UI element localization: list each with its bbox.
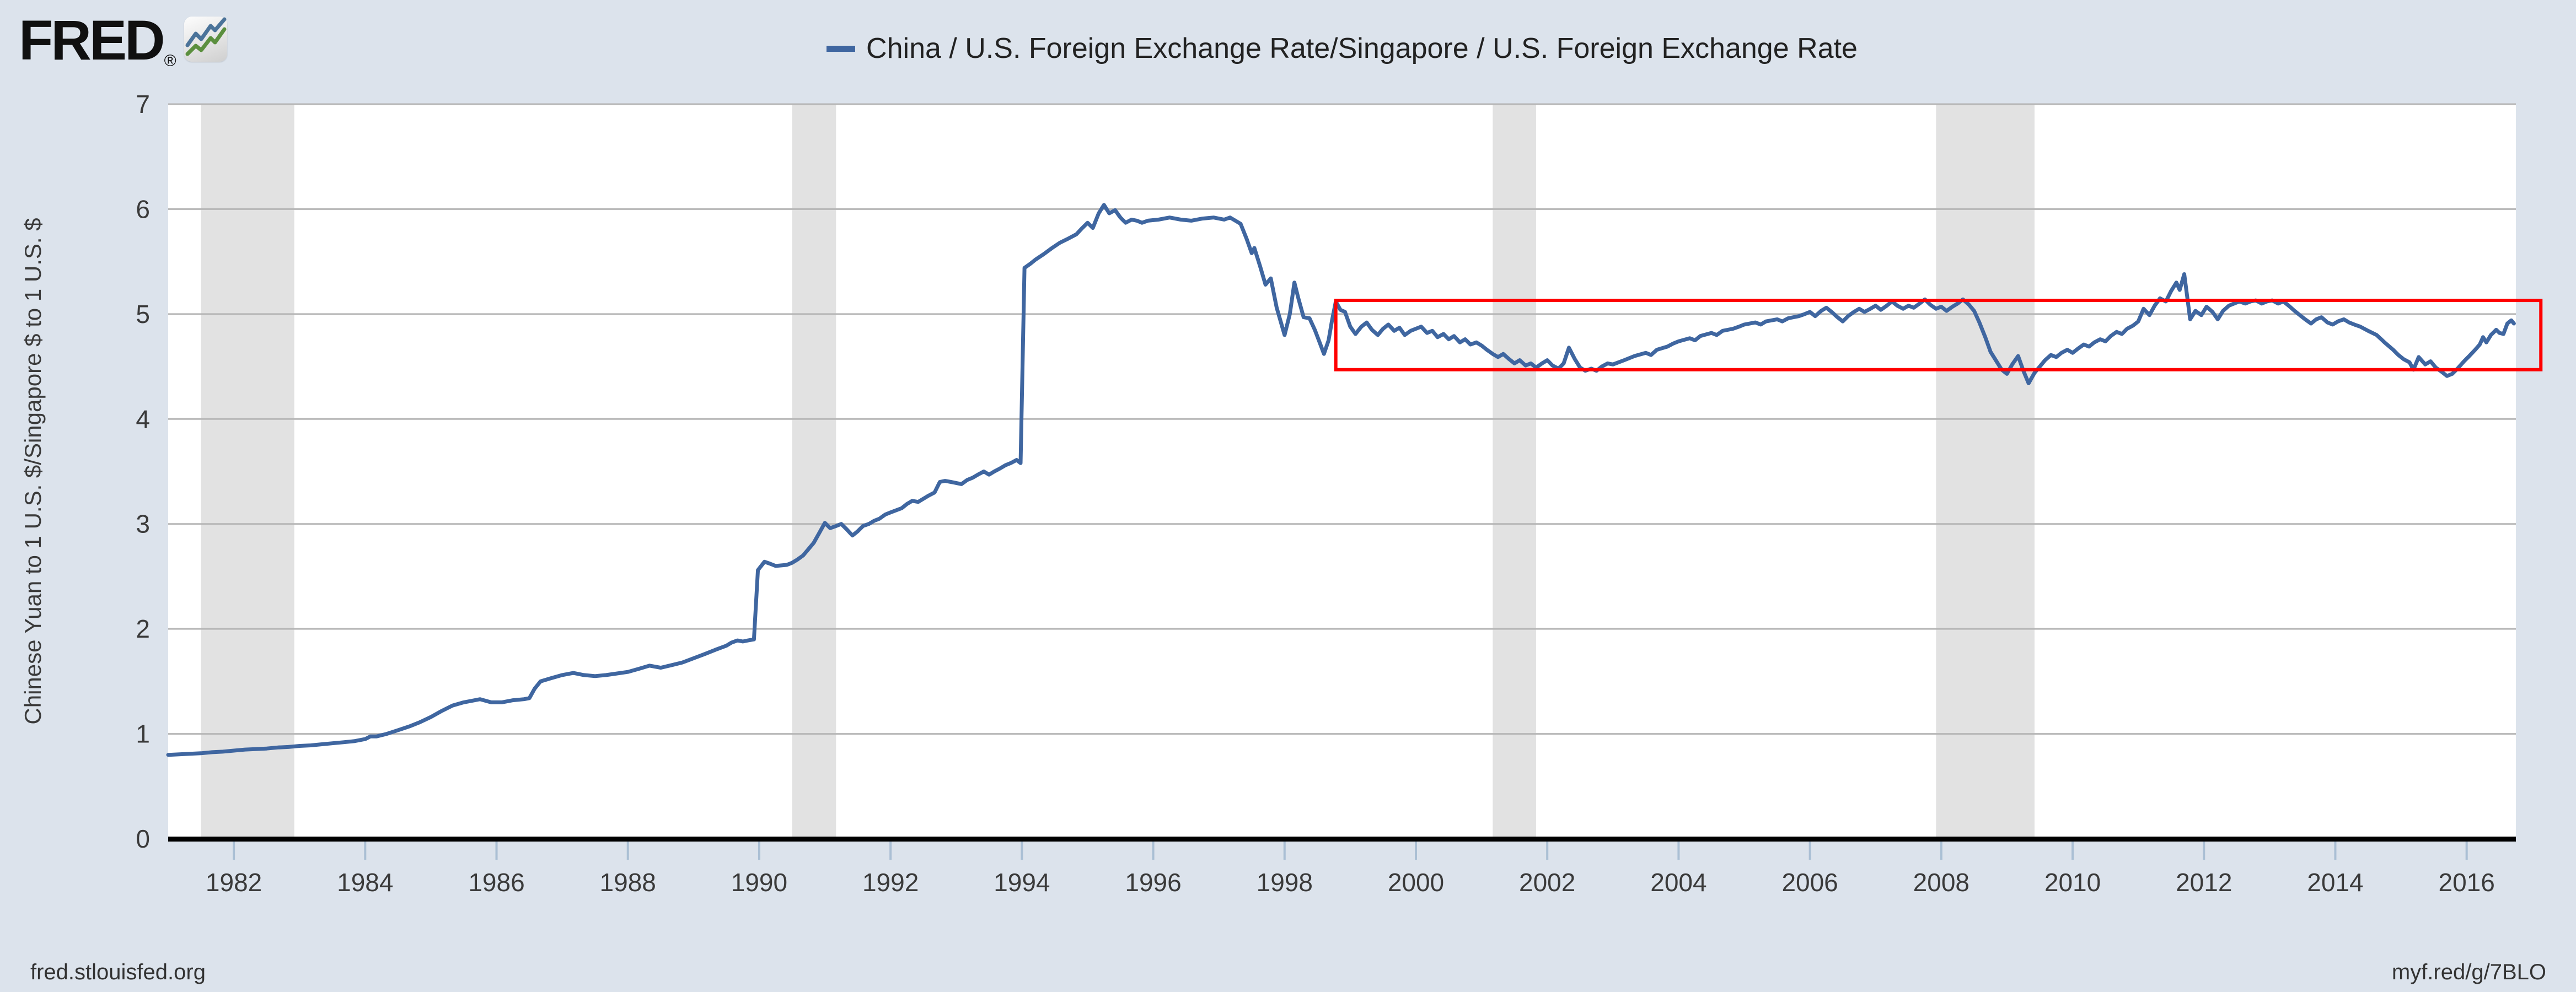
svg-text:1988: 1988 (600, 868, 656, 897)
svg-text:2008: 2008 (1913, 868, 1969, 897)
x-tick-labels: 1982 1984 1986 1988 1990 1992 1994 1996 1998 2000… (206, 868, 2495, 897)
svg-text:2002: 2002 (1519, 868, 1575, 897)
fred-logo-chart-icon (184, 17, 227, 62)
svg-text:1994: 1994 (994, 868, 1050, 897)
plot-area (168, 104, 2516, 839)
fred-logo-text: FRED (19, 9, 165, 72)
svg-text:1984: 1984 (337, 868, 393, 897)
series-line (166, 203, 2516, 757)
registered-trademark-icon: ® (164, 52, 176, 70)
grid-layer (168, 103, 2516, 735)
svg-text:1992: 1992 (862, 868, 919, 897)
x-axis-line (168, 837, 2516, 842)
footer-short-url[interactable]: myf.red/g/7BLO (2391, 960, 2546, 984)
svg-text:1990: 1990 (731, 868, 787, 897)
svg-text:1998: 1998 (1257, 868, 1313, 897)
chart-legend: China / U.S. Foreign Exchange Rate/Singa… (168, 32, 2516, 65)
svg-text:2012: 2012 (2176, 868, 2232, 897)
y-tick-labels: 0 1 2 3 4 5 6 7 (136, 90, 150, 853)
svg-text:2004: 2004 (1650, 868, 1706, 897)
svg-text:1982: 1982 (206, 868, 262, 897)
svg-text:0: 0 (136, 824, 150, 853)
svg-text:2000: 2000 (1388, 868, 1444, 897)
recession-bands (201, 104, 2035, 839)
svg-text:3: 3 (136, 510, 150, 538)
legend-line-swatch (827, 45, 856, 52)
svg-text:2014: 2014 (2307, 868, 2363, 897)
annotation-red-box (1334, 299, 2543, 371)
legend-series-label: China / U.S. Foreign Exchange Rate/Singa… (866, 33, 1858, 64)
footer-source-link[interactable]: fred.stlouisfed.org (30, 960, 206, 984)
svg-text:2006: 2006 (1781, 868, 1838, 897)
svg-text:4: 4 (136, 405, 150, 433)
svg-text:6: 6 (136, 195, 150, 223)
svg-text:1: 1 (136, 720, 150, 748)
svg-text:2: 2 (136, 614, 150, 643)
fred-logo: FRED ® (19, 12, 227, 71)
svg-text:2010: 2010 (2044, 868, 2101, 897)
svg-text:1986: 1986 (468, 868, 524, 897)
x-tick-marks (233, 842, 2468, 860)
svg-text:5: 5 (136, 300, 150, 328)
svg-text:7: 7 (136, 90, 150, 118)
svg-text:2016: 2016 (2438, 868, 2494, 897)
svg-text:1996: 1996 (1125, 868, 1181, 897)
